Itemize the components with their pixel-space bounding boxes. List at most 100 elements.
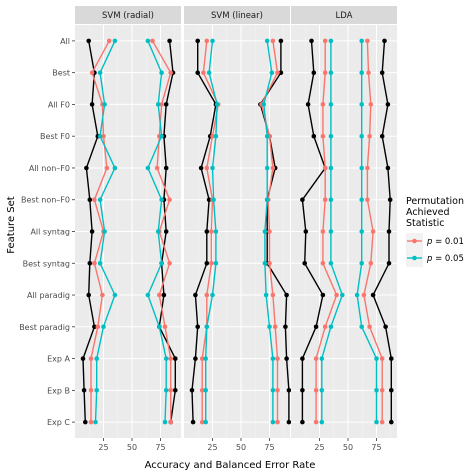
data-point-cyan (319, 419, 325, 425)
data-point-red (101, 133, 106, 139)
data-point-red (267, 229, 272, 234)
data-point-cyan (97, 70, 103, 75)
data-point-black (379, 70, 385, 75)
x-tick-label: 25 (207, 443, 217, 452)
data-point-cyan (328, 229, 334, 234)
data-point-black (300, 197, 305, 202)
data-point-black (387, 197, 393, 202)
data-point-black (86, 38, 91, 44)
data-point-red (334, 292, 339, 298)
y-axis-title: Feature Set (6, 196, 17, 253)
data-point-black (303, 229, 309, 234)
data-point-red (361, 292, 367, 298)
data-point-black (386, 229, 392, 234)
legend-title: Statistic (406, 218, 444, 229)
data-point-cyan (359, 102, 365, 107)
x-tick-label: 75 (371, 443, 381, 452)
data-point-black (87, 197, 93, 202)
data-point-red (209, 229, 214, 234)
data-point-red (366, 70, 371, 75)
y-tick-label: Best non–F0 (21, 196, 70, 205)
data-point-red (313, 419, 319, 425)
data-point-cyan (159, 133, 164, 139)
data-point-black (87, 261, 93, 266)
data-point-black (385, 102, 391, 107)
y-tick-label: All syntag (30, 228, 70, 237)
data-point-cyan (211, 197, 216, 202)
data-point-red (322, 324, 328, 330)
data-point-cyan (328, 38, 334, 44)
data-point-red (204, 165, 210, 171)
data-point-black (278, 70, 284, 75)
data-point-red (100, 292, 105, 298)
data-point-cyan (264, 133, 270, 139)
data-point-red (379, 419, 385, 425)
data-point-cyan (145, 38, 151, 44)
data-point-black (385, 165, 391, 171)
data-point-cyan (145, 165, 151, 171)
data-point-black (284, 292, 289, 298)
data-point-cyan (203, 419, 208, 425)
data-point-red (367, 133, 372, 139)
data-point-red (199, 356, 205, 361)
data-point-red (168, 70, 173, 75)
data-point-cyan (319, 388, 325, 393)
y-tick-label: Best (52, 69, 70, 78)
data-point-black (89, 229, 95, 234)
data-point-red (204, 292, 210, 298)
data-point-cyan (264, 38, 270, 44)
data-point-red (270, 292, 276, 298)
x-tick-label: 75 (264, 443, 274, 452)
data-point-black (163, 165, 169, 171)
data-point-red (204, 38, 210, 44)
data-point-black (383, 324, 388, 330)
data-point-cyan (97, 133, 103, 139)
data-point-cyan (328, 102, 334, 107)
legend-label: p = 0.01 (426, 237, 464, 247)
data-point-cyan (155, 229, 161, 234)
data-point-black (83, 419, 88, 425)
data-point-cyan (359, 261, 365, 266)
data-point-cyan (263, 292, 269, 298)
data-point-red (150, 38, 155, 44)
y-tick-label: All (60, 37, 70, 46)
data-point-cyan (203, 356, 208, 361)
y-tick-label: Best syntag (23, 259, 70, 268)
data-point-red (154, 165, 160, 171)
data-point-cyan (328, 324, 334, 330)
data-point-red (95, 324, 101, 330)
y-axis: All Best All F0 Best F0 All non–F0 Best non–F… (19, 37, 75, 427)
data-point-red (320, 133, 326, 139)
data-point-red (199, 419, 205, 425)
data-point-cyan (97, 197, 103, 202)
data-point-black (206, 197, 212, 202)
data-point-cyan (359, 324, 365, 330)
data-point-red (275, 356, 280, 361)
data-point-cyan (214, 102, 220, 107)
y-tick-label: All F0 (48, 100, 70, 109)
data-point-red (368, 102, 374, 107)
data-point-red (322, 165, 328, 171)
data-point-black (379, 133, 385, 139)
data-point-cyan (328, 165, 334, 171)
data-point-cyan (102, 229, 107, 234)
data-point-black (305, 102, 311, 107)
data-point-cyan (93, 419, 98, 425)
x-tick-label: 50 (127, 443, 137, 452)
data-point-black (92, 324, 97, 330)
data-point-red (365, 38, 370, 44)
data-point-red (199, 388, 205, 393)
data-point-red (379, 356, 385, 361)
data-point-black (161, 292, 167, 298)
data-point-cyan (354, 292, 360, 298)
facet-title: LDA (336, 11, 353, 21)
data-point-black (313, 324, 319, 330)
data-point-black (80, 356, 86, 361)
data-point-red (313, 388, 319, 393)
data-point-red (201, 70, 206, 75)
y-tick-label: Exp A (47, 355, 70, 364)
data-point-red (92, 197, 97, 202)
data-point-red (365, 197, 370, 202)
